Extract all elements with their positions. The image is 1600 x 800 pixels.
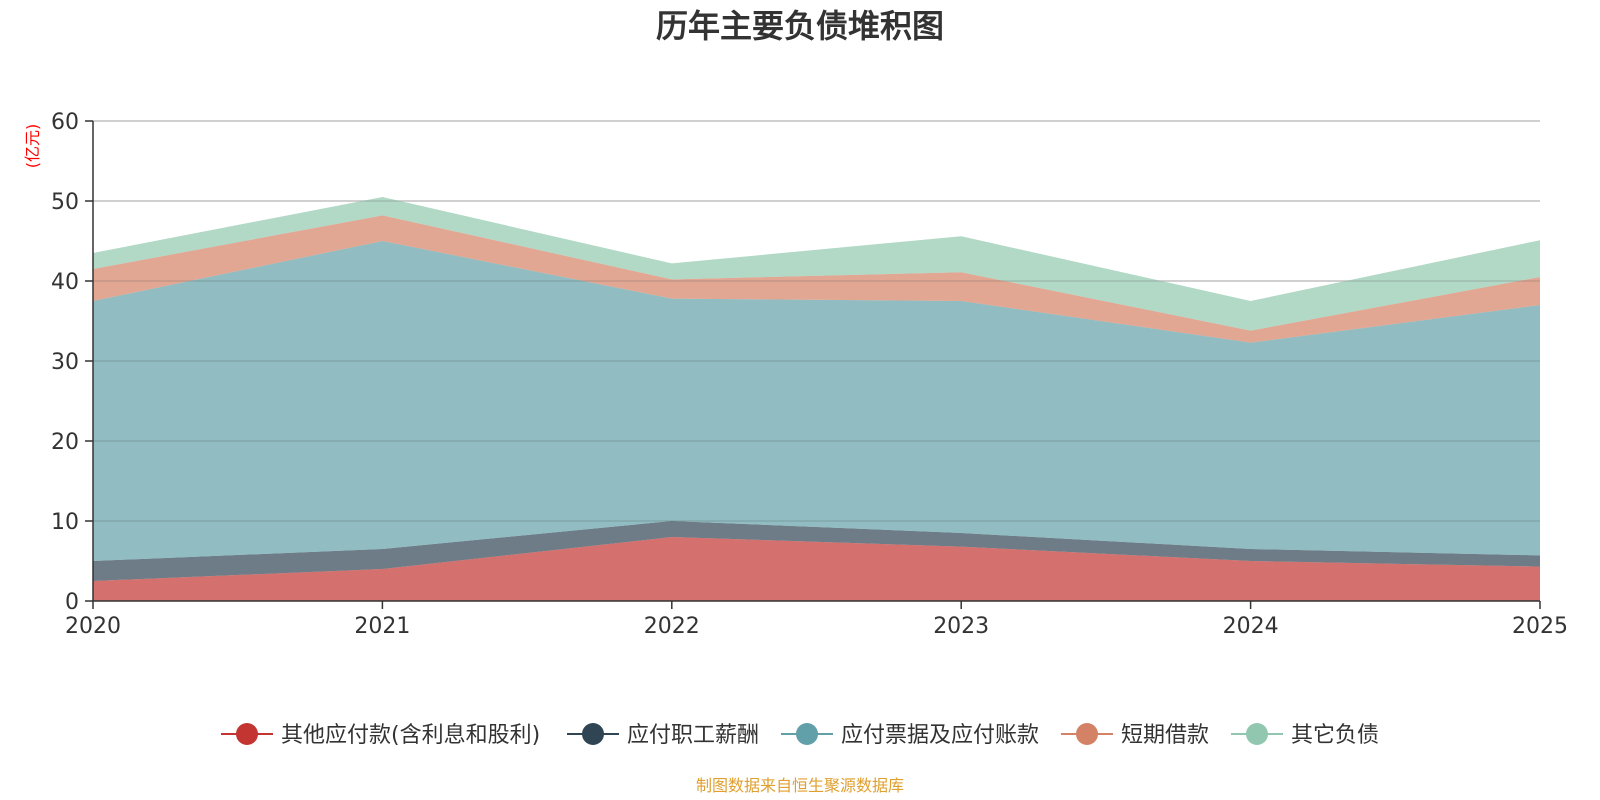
legend-dot-icon <box>236 723 258 745</box>
y-axis-unit-label: (亿元) <box>23 124 42 169</box>
x-tick-label: 2020 <box>65 614 121 639</box>
legend-label: 应付票据及应付账款 <box>841 723 1039 748</box>
data-source-footer: 制图数据来自恒生聚源数据库 <box>696 776 904 795</box>
legend-item-1[interactable]: 其他应付款(含利息和股利) <box>221 723 540 748</box>
legend-label: 短期借款 <box>1121 723 1209 748</box>
legend-label: 应付职工薪酬 <box>627 723 759 748</box>
chart-title: 历年主要负债堆积图 <box>656 7 944 45</box>
y-tick-label: 50 <box>51 190 79 215</box>
y-tick-label: 40 <box>51 270 79 295</box>
legend-item-2[interactable]: 应付职工薪酬 <box>567 723 759 748</box>
area-series-5 <box>93 197 1540 331</box>
legend-label: 其它负债 <box>1291 723 1379 748</box>
legend-item-3[interactable]: 应付票据及应付账款 <box>781 723 1039 748</box>
x-tick-label: 2023 <box>933 614 989 639</box>
y-tick-label: 20 <box>51 430 79 455</box>
area-series-1 <box>93 537 1540 601</box>
legend-label: 其他应付款(含利息和股利) <box>281 723 540 748</box>
area-series-3 <box>93 241 1540 561</box>
legend-item-5[interactable]: 其它负债 <box>1231 723 1379 748</box>
axes: 0 10 20 30 40 50 60 2020 2021 2022 2023 2024 2025 <box>51 110 1568 639</box>
legend-dot-icon <box>582 723 604 745</box>
x-tick-label: 2024 <box>1223 614 1279 639</box>
x-tick-label: 2022 <box>644 614 700 639</box>
y-tick-label: 30 <box>51 350 79 375</box>
y-tick-label: 60 <box>51 110 79 135</box>
area-series-layer <box>93 120 1540 601</box>
legend-item-4[interactable]: 短期借款 <box>1061 723 1209 748</box>
legend-dot-icon <box>796 723 818 745</box>
y-tick-label: 10 <box>51 510 79 535</box>
legend-dot-icon <box>1076 723 1098 745</box>
area-series-2 <box>93 521 1540 581</box>
x-tick-label: 2021 <box>354 614 410 639</box>
area-series-4 <box>93 215 1540 343</box>
legend-dot-icon <box>1246 723 1268 745</box>
x-tick-label: 2025 <box>1512 614 1568 639</box>
legend: 其他应付款(含利息和股利) 应付职工薪酬 应付票据及应付账款 短期借款 其它负债 <box>221 723 1379 748</box>
y-tick-label: 0 <box>65 590 79 615</box>
